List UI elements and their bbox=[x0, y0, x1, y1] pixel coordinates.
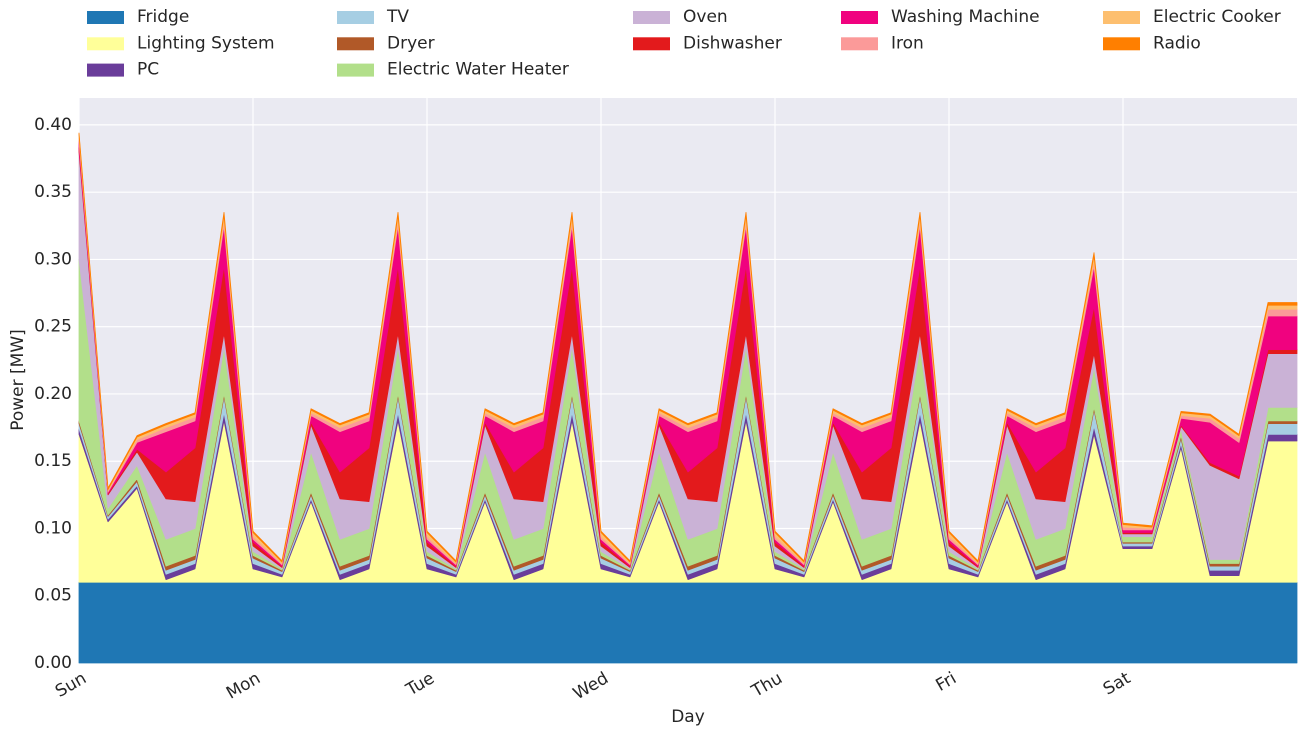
legend-item: TV bbox=[337, 7, 409, 27]
x-tick-label: Fri bbox=[932, 668, 960, 695]
legend-swatch bbox=[337, 63, 374, 77]
legend-swatch bbox=[87, 63, 124, 77]
legend-item: Washing Machine bbox=[841, 7, 1040, 27]
legend-swatch bbox=[841, 11, 878, 24]
legend-item: Lighting System bbox=[87, 33, 275, 53]
y-tick-label: 0.20 bbox=[34, 384, 72, 404]
legend-label: PC bbox=[137, 60, 159, 80]
x-axis-label: Day bbox=[671, 707, 705, 727]
y-tick-label: 0.00 bbox=[34, 653, 72, 673]
legend-label: Dryer bbox=[387, 33, 435, 53]
y-axis-label: Power [MW] bbox=[8, 329, 28, 431]
legend-label: Electric Cooker bbox=[1153, 7, 1281, 27]
legend-item: Iron bbox=[841, 33, 924, 53]
legend-swatch bbox=[633, 11, 670, 24]
legend-label: Radio bbox=[1153, 33, 1201, 53]
x-tick-label: Mon bbox=[223, 668, 264, 703]
areas bbox=[78, 132, 1298, 664]
legend-item: Dryer bbox=[337, 33, 435, 53]
x-tick-label: Sun bbox=[52, 668, 90, 701]
legend-item: Electric Cooker bbox=[1103, 7, 1281, 27]
y-tick-label: 0.40 bbox=[34, 115, 72, 135]
legend-item: Oven bbox=[633, 7, 728, 27]
legend-swatch bbox=[87, 11, 124, 24]
legend-swatch bbox=[1103, 11, 1140, 24]
x-tick-label: Thu bbox=[747, 668, 786, 702]
legend-label: TV bbox=[386, 7, 409, 27]
legend-label: Dishwasher bbox=[683, 33, 782, 53]
area bbox=[78, 581, 1298, 664]
legend-label: Lighting System bbox=[137, 33, 275, 53]
y-tick-label: 0.05 bbox=[34, 586, 72, 606]
y-tick-label: 0.30 bbox=[34, 249, 72, 269]
legend-swatch bbox=[633, 37, 670, 51]
y-tick-label: 0.35 bbox=[34, 182, 72, 202]
y-tick-label: 0.15 bbox=[34, 451, 72, 471]
legend-swatch bbox=[337, 11, 374, 24]
legend-label: Oven bbox=[683, 7, 728, 27]
legend-item: Fridge bbox=[87, 7, 189, 27]
y-tick-label: 0.25 bbox=[34, 317, 72, 337]
legend-label: Washing Machine bbox=[891, 7, 1040, 27]
x-tick-label: Wed bbox=[570, 668, 612, 704]
legend-swatch bbox=[337, 37, 374, 51]
legend-label: Electric Water Heater bbox=[387, 60, 569, 80]
legend-swatch bbox=[841, 37, 878, 51]
x-tick-label: Sat bbox=[1100, 668, 1134, 699]
legend-item: Electric Water Heater bbox=[337, 60, 569, 80]
area bbox=[78, 132, 1298, 563]
y-tick-label: 0.10 bbox=[34, 518, 72, 538]
legend-label: Fridge bbox=[137, 7, 189, 27]
legend-item: Dishwasher bbox=[633, 33, 782, 53]
legend-swatch bbox=[1103, 37, 1140, 51]
legend-swatch bbox=[87, 37, 124, 51]
legend-item: PC bbox=[87, 60, 159, 80]
x-tick-label: Tue bbox=[402, 668, 438, 700]
legend-item: Radio bbox=[1103, 33, 1201, 53]
legend-label: Iron bbox=[891, 33, 924, 53]
labels: 0.00 0.05 0.10 0.15 0.20 0.25 0.30 0.35 0.40 Sun M… bbox=[34, 115, 1134, 704]
